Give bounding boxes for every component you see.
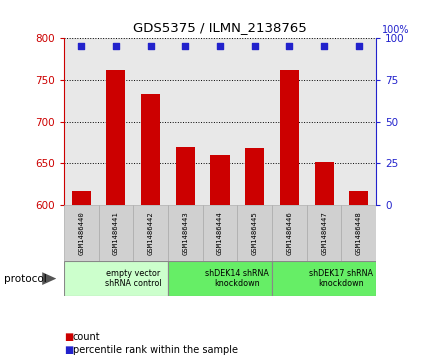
Bar [176,147,195,205]
Point [182,44,189,49]
Text: percentile rank within the sample: percentile rank within the sample [73,345,238,355]
Point [147,44,154,49]
Text: shDEK17 shRNA
knockdown: shDEK17 shRNA knockdown [309,269,374,288]
FancyBboxPatch shape [307,205,341,261]
FancyBboxPatch shape [168,205,203,261]
FancyBboxPatch shape [64,261,168,296]
Text: ■: ■ [64,345,73,355]
Text: GSM1486442: GSM1486442 [147,211,154,255]
Bar [245,148,264,205]
Point [77,44,84,49]
Text: GSM1486445: GSM1486445 [252,211,258,255]
FancyBboxPatch shape [203,205,237,261]
Text: GSM1486448: GSM1486448 [356,211,362,255]
Text: 100%: 100% [382,25,409,35]
Text: ■: ■ [64,332,73,342]
Point [112,44,119,49]
Point [286,44,293,49]
Bar [210,155,230,205]
FancyBboxPatch shape [99,205,133,261]
Text: GSM1486444: GSM1486444 [217,211,223,255]
Point [356,44,363,49]
Point [216,44,224,49]
Bar [72,191,91,205]
Text: GSM1486446: GSM1486446 [286,211,293,255]
Bar [349,191,368,205]
Text: GSM1486441: GSM1486441 [113,211,119,255]
Text: empty vector
shRNA control: empty vector shRNA control [105,269,161,288]
Bar [315,162,334,205]
Point [251,44,258,49]
Bar [106,70,125,205]
Text: GSM1486443: GSM1486443 [182,211,188,255]
FancyBboxPatch shape [237,205,272,261]
Text: protocol: protocol [4,274,47,284]
FancyBboxPatch shape [168,261,272,296]
FancyBboxPatch shape [133,205,168,261]
FancyBboxPatch shape [272,261,376,296]
Bar [141,94,160,205]
Text: count: count [73,332,100,342]
Bar [280,70,299,205]
FancyBboxPatch shape [341,205,376,261]
FancyBboxPatch shape [272,205,307,261]
Text: shDEK14 shRNA
knockdown: shDEK14 shRNA knockdown [205,269,269,288]
Title: GDS5375 / ILMN_2138765: GDS5375 / ILMN_2138765 [133,21,307,34]
Point [321,44,328,49]
Text: GSM1486440: GSM1486440 [78,211,84,255]
Text: GSM1486447: GSM1486447 [321,211,327,255]
FancyBboxPatch shape [64,205,99,261]
Polygon shape [42,272,56,285]
